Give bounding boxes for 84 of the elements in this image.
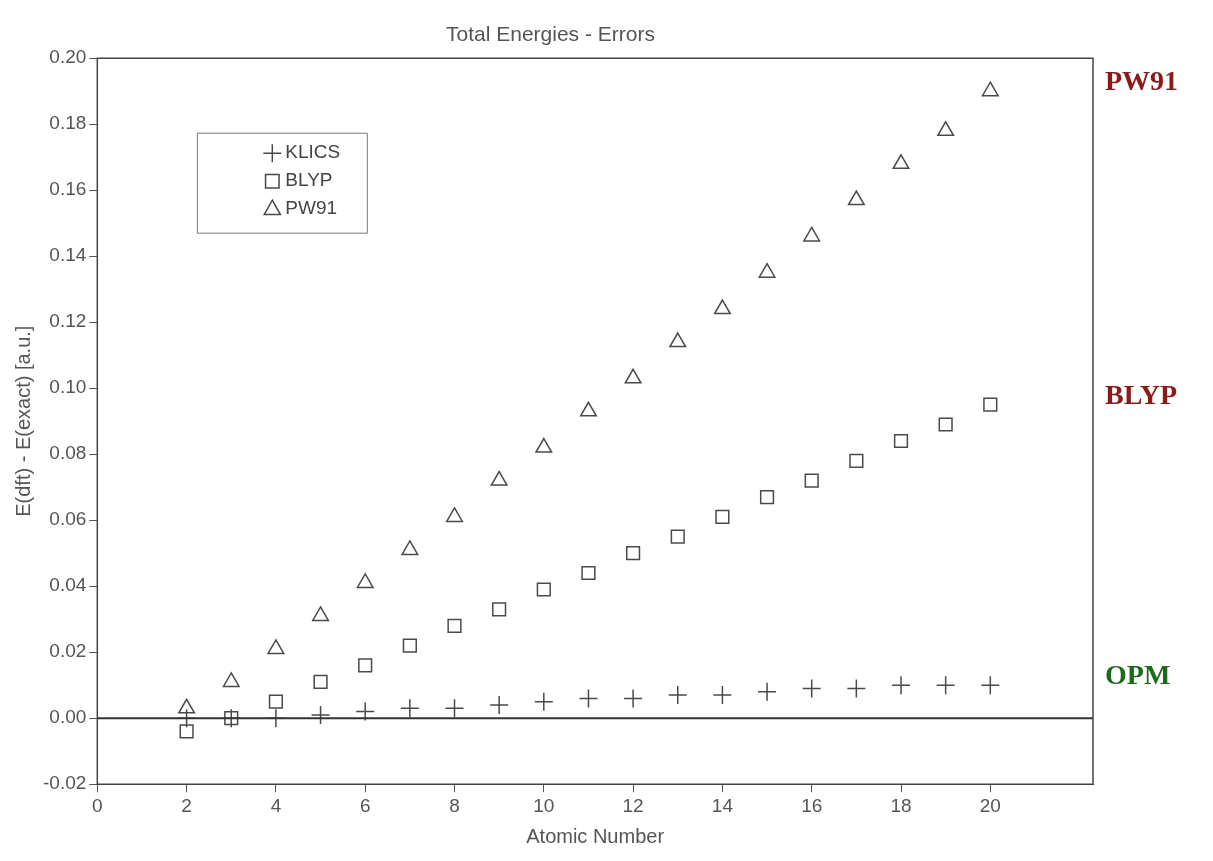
point — [623, 688, 643, 709]
y-tick-label: 0.18 — [49, 112, 87, 134]
y-tick-label: 0.06 — [49, 508, 87, 530]
point — [358, 658, 373, 673]
text: BLYP — [1105, 378, 1178, 410]
point — [489, 695, 509, 715]
point — [891, 675, 911, 695]
point — [578, 688, 599, 709]
point — [355, 701, 375, 722]
point — [447, 618, 462, 633]
y-tick-label: 0.14 — [49, 244, 87, 266]
point — [846, 678, 867, 699]
y-tick-label: 0.04 — [49, 574, 87, 596]
point — [669, 332, 687, 348]
y-tick-label: 0.20 — [49, 46, 87, 68]
point — [492, 602, 507, 617]
point — [535, 437, 553, 453]
y-tick-label: 0.08 — [49, 442, 87, 464]
point — [444, 698, 465, 719]
point — [625, 546, 641, 561]
point — [400, 698, 420, 719]
point — [757, 682, 777, 702]
x-tick-label: 16 — [801, 794, 823, 816]
x-tick-label: 14 — [711, 794, 734, 816]
y-tick-label: 0.00 — [49, 706, 87, 728]
point — [935, 675, 956, 695]
point — [534, 691, 554, 712]
x-tick-label: 10 — [533, 794, 555, 816]
point — [179, 724, 194, 739]
x-tick-label: 6 — [359, 794, 371, 816]
point — [981, 81, 999, 97]
point — [713, 299, 731, 315]
point — [803, 226, 821, 242]
legend-label: KLICS — [285, 141, 341, 163]
point — [222, 672, 240, 688]
point — [579, 401, 597, 417]
point — [712, 685, 733, 705]
legend-label: PW91 — [285, 197, 338, 219]
chart-title: Total Energies - Errors — [446, 22, 655, 46]
point — [892, 154, 910, 170]
x-tick-label: 12 — [622, 794, 644, 816]
point — [804, 473, 819, 488]
point — [847, 190, 865, 206]
point — [668, 685, 688, 705]
point — [312, 606, 330, 622]
x-axis-title: Atomic Number — [526, 824, 665, 847]
x-tick-label: 0 — [92, 794, 103, 816]
point — [759, 489, 775, 505]
y-tick-label: 0.12 — [49, 310, 87, 332]
text: PW91 — [1105, 65, 1179, 97]
point — [268, 694, 284, 709]
point — [670, 529, 685, 544]
y-tick-label: -0.02 — [42, 772, 87, 794]
point — [310, 705, 331, 725]
x-tick-label: 18 — [890, 794, 912, 816]
text: OPM — [1105, 659, 1171, 691]
point — [624, 368, 642, 384]
x-tick-label: 2 — [181, 794, 192, 816]
point — [801, 678, 822, 699]
point — [313, 674, 328, 690]
point — [581, 565, 596, 581]
legend-label: BLYP — [285, 169, 333, 191]
point — [401, 540, 419, 556]
point — [490, 470, 508, 486]
point — [267, 639, 285, 655]
point — [938, 417, 953, 432]
point — [980, 675, 1001, 695]
x-tick-label: 4 — [270, 794, 282, 816]
point — [715, 509, 730, 525]
point — [937, 121, 955, 137]
point — [356, 573, 374, 589]
point — [983, 397, 998, 412]
point — [758, 262, 776, 278]
y-tick-label: 0.16 — [49, 178, 87, 200]
point — [402, 638, 417, 653]
x-tick-label: 8 — [449, 794, 460, 816]
point — [893, 433, 909, 449]
y-tick-label: 0.02 — [49, 640, 87, 662]
y-tick-label: 0.10 — [49, 376, 87, 398]
point — [445, 507, 464, 523]
x-tick-label: 20 — [979, 794, 1001, 816]
point — [849, 453, 864, 468]
y-axis-title: E(dft) - E(exact) [a.u.] — [11, 325, 34, 517]
point — [536, 582, 551, 597]
